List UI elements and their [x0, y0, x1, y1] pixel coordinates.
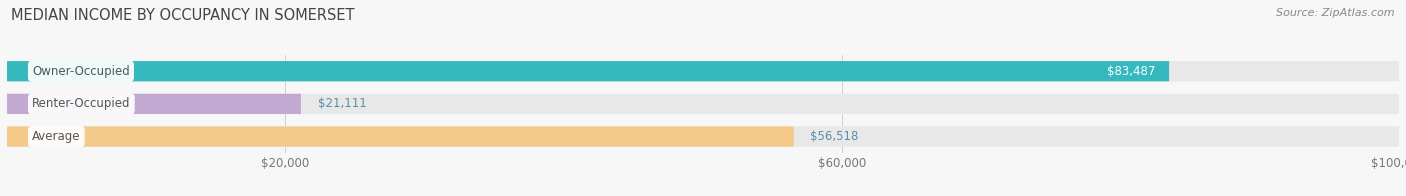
FancyBboxPatch shape: [7, 61, 1399, 81]
FancyBboxPatch shape: [7, 126, 1399, 147]
FancyBboxPatch shape: [7, 94, 301, 114]
Text: Renter-Occupied: Renter-Occupied: [32, 97, 131, 110]
FancyBboxPatch shape: [7, 94, 1399, 114]
Text: MEDIAN INCOME BY OCCUPANCY IN SOMERSET: MEDIAN INCOME BY OCCUPANCY IN SOMERSET: [11, 8, 354, 23]
FancyBboxPatch shape: [7, 61, 1170, 81]
Text: Owner-Occupied: Owner-Occupied: [32, 65, 129, 78]
Text: Source: ZipAtlas.com: Source: ZipAtlas.com: [1277, 8, 1395, 18]
Text: $21,111: $21,111: [318, 97, 367, 110]
Text: Average: Average: [32, 130, 80, 143]
FancyBboxPatch shape: [7, 126, 794, 147]
Text: $56,518: $56,518: [810, 130, 859, 143]
Text: $83,487: $83,487: [1107, 65, 1156, 78]
